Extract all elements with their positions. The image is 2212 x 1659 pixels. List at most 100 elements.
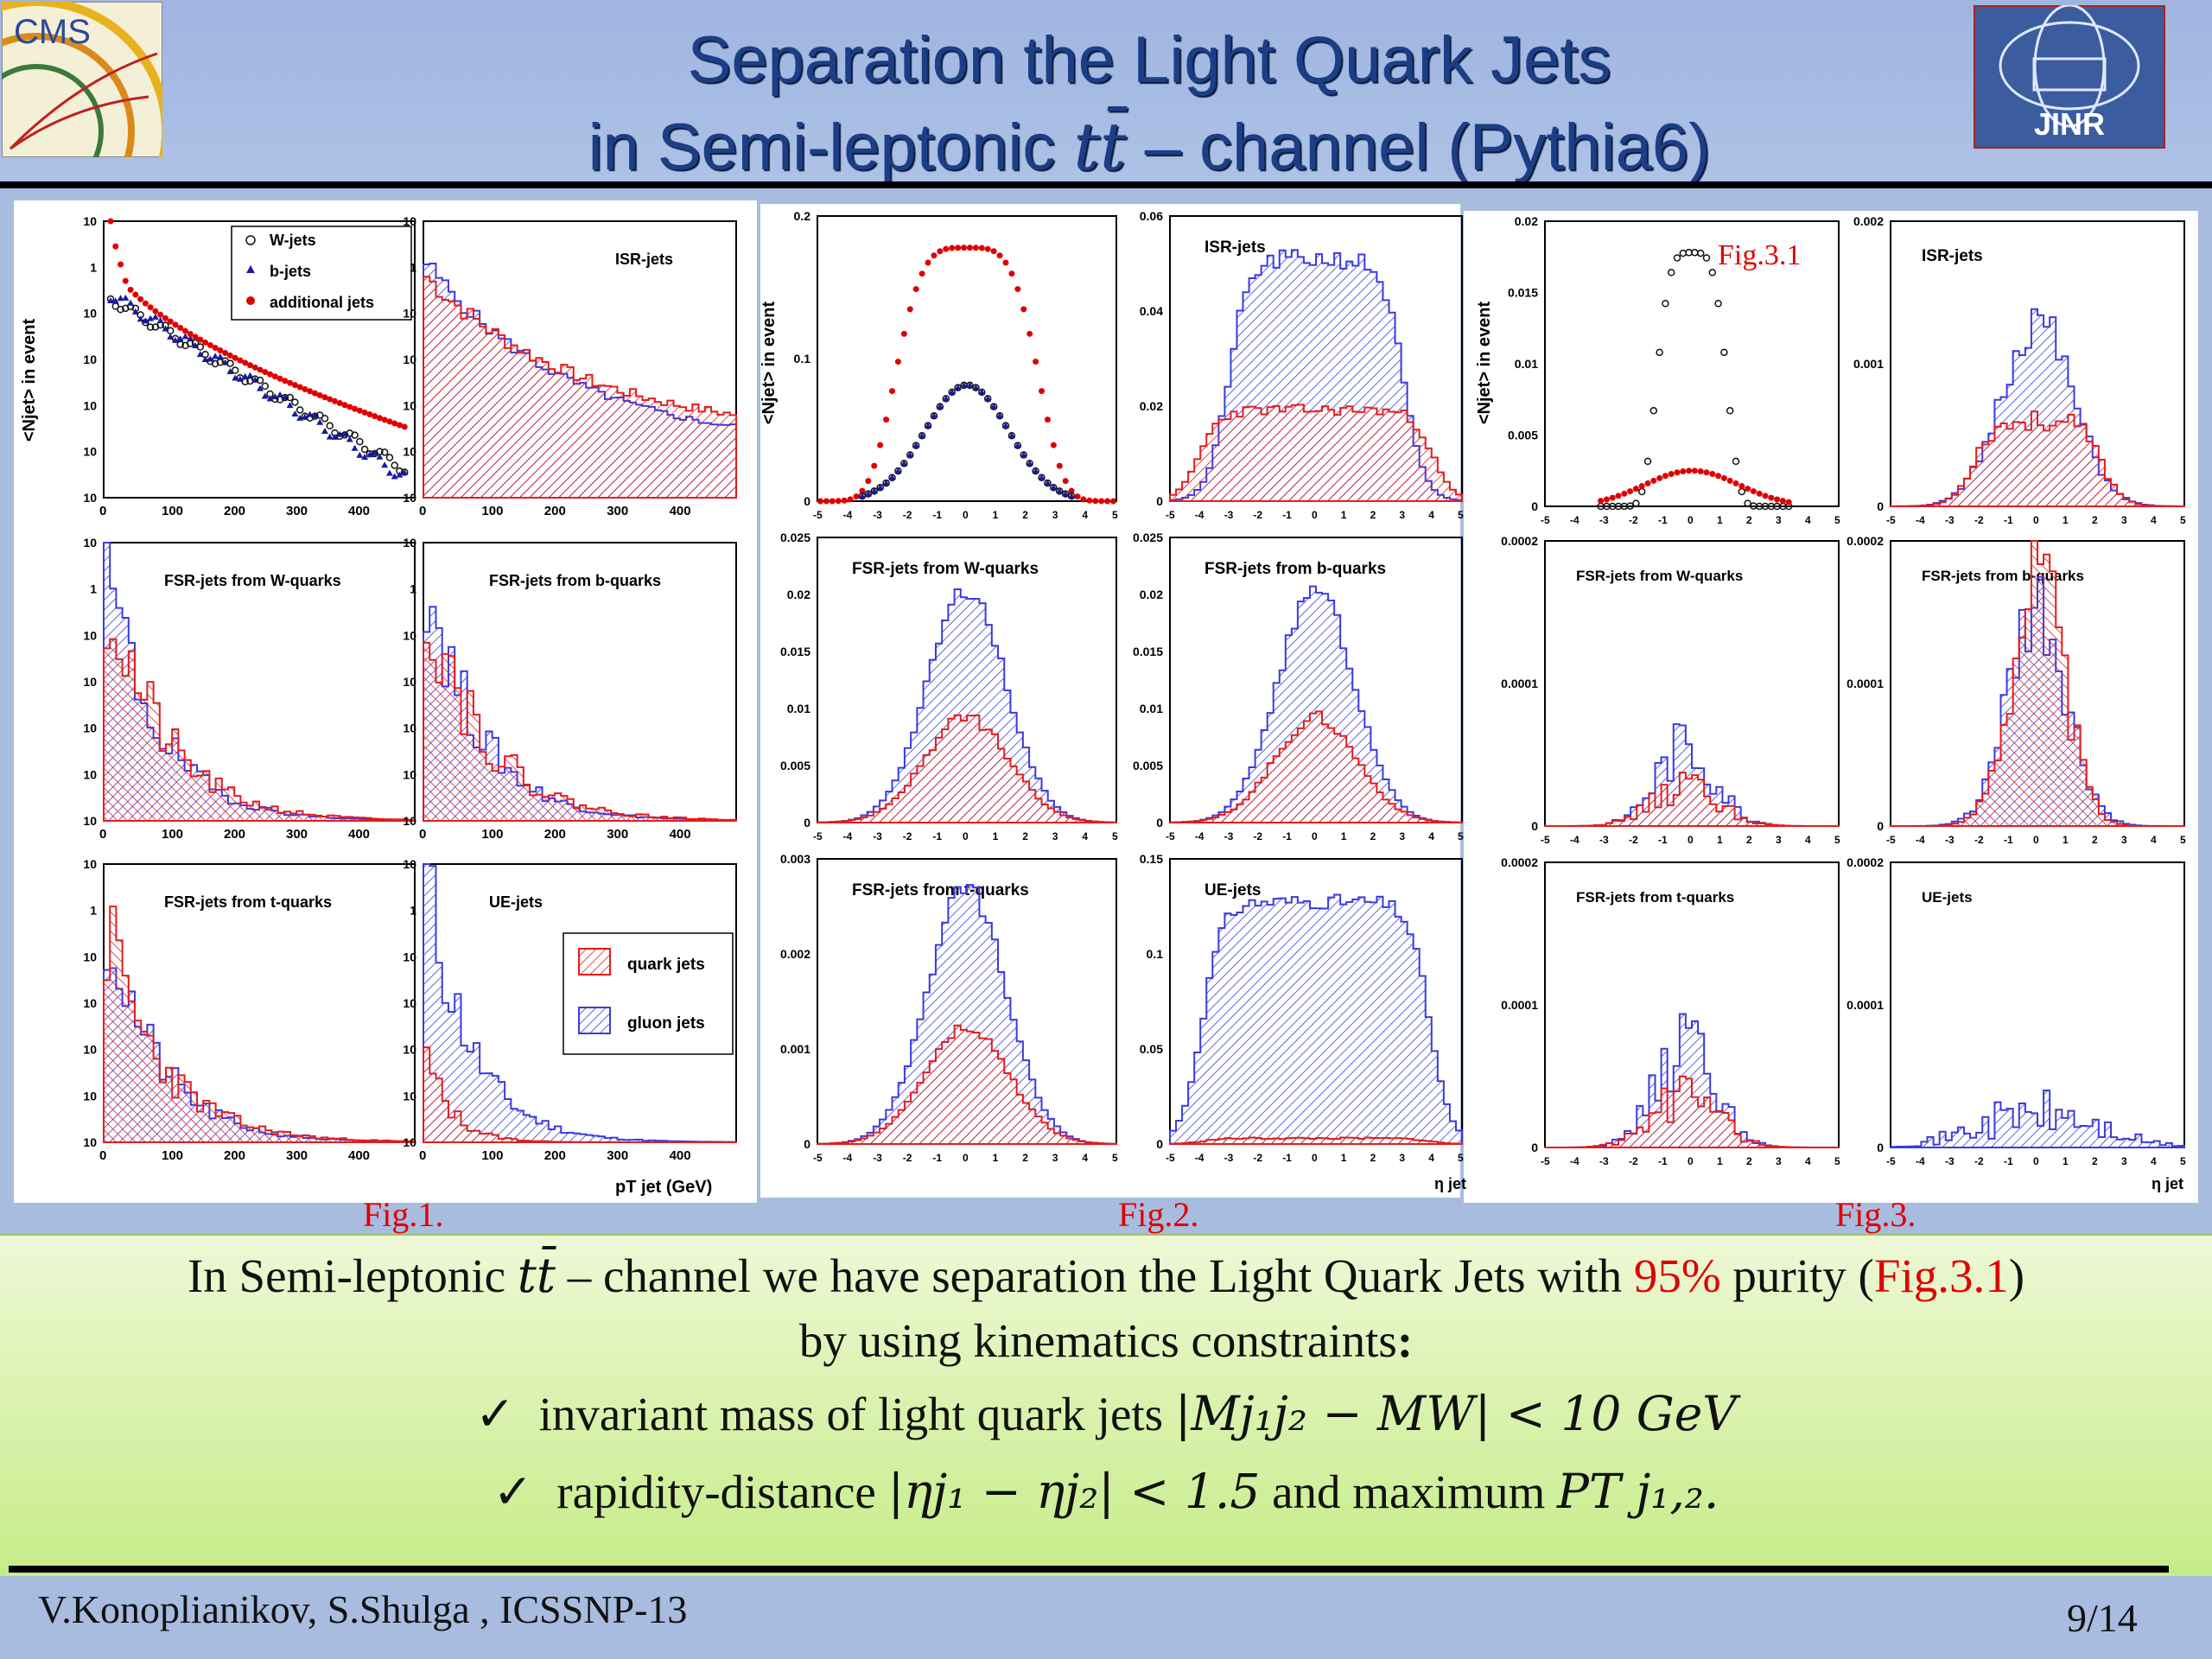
x-tick-label: -1 [2004, 514, 2013, 526]
quark-jets-hist [423, 276, 737, 499]
x-tick-label: -4 [1916, 834, 1925, 846]
fig1-xlabel: pT jet (GeV) [615, 1178, 712, 1197]
y-tick-label: 10 [403, 950, 416, 963]
y-tick-label: 10 [403, 767, 416, 781]
cms-logo: CMS [2, 2, 162, 157]
y-tick-label: 10 [403, 307, 416, 321]
x-tick-label: 3 [1399, 509, 1405, 521]
y-tick-label: 0.01 [787, 702, 810, 715]
y-tick-label: 0.06 [1140, 209, 1163, 223]
y-tick-label: 10 [403, 1089, 416, 1103]
y-tick-label: 0.001 [1853, 357, 1884, 371]
b-jets-point [876, 484, 884, 491]
additional-jets-point [1756, 490, 1763, 497]
quark-jets-hist [817, 1024, 1117, 1145]
title-line-1: Separation the Light Quark Jets [687, 23, 1611, 97]
b-jets-point [371, 449, 378, 456]
additional-jets-point [107, 218, 114, 225]
b-jets-point [296, 414, 304, 421]
y-tick-label: 0.003 [780, 852, 810, 866]
y-tick-label: 0.2 [794, 209, 811, 223]
x-tick-label: -3 [1224, 830, 1234, 842]
x-tick-label: -3 [1224, 509, 1234, 521]
fig2-top-left-frame [817, 215, 1117, 502]
b-jets-point [990, 403, 998, 410]
x-tick-label: -1 [1282, 830, 1292, 842]
quark-jets-hist [1544, 1075, 1839, 1148]
fig2-ylabel: <Njet> in event [760, 302, 779, 425]
additional-jets-point [1750, 488, 1757, 495]
additional-jets-point [257, 366, 264, 373]
summary-line-2: by using kinematics constraints: [798, 1314, 1414, 1367]
gluon-jets-legend-swatch [578, 1007, 611, 1034]
bullet-invariant-mass: ✓ invariant mass of light quark jets |Mj… [474, 1386, 1738, 1441]
quark-jets-hist [1169, 404, 1463, 502]
x-tick-label: 1 [993, 509, 999, 521]
y-tick-label: 10 [83, 1135, 97, 1149]
x-tick-label: -1 [1658, 834, 1668, 846]
w-jets-point [1685, 249, 1693, 257]
y-tick-label: 0.001 [780, 1042, 810, 1056]
slide-title: Separation the Light Quark Jets in Semi-… [294, 17, 2005, 191]
x-tick-label: -4 [1916, 514, 1925, 526]
additional-jets-point [972, 245, 979, 251]
y-tick-label: 10 [403, 1135, 416, 1149]
w-jets-point [146, 323, 155, 331]
b-jets-point [966, 381, 974, 388]
additional-jets-point [1110, 498, 1117, 505]
additional-jets-point [321, 394, 328, 401]
gluon-jets-hist [1890, 1089, 2185, 1148]
y-tick-label: 0.0001 [1847, 677, 1884, 690]
additional-jets-point [222, 350, 229, 357]
x-tick-label: 0 [99, 1148, 106, 1163]
w-jets-point [1720, 348, 1728, 357]
y-tick-label: 0.0002 [1501, 534, 1538, 548]
w-jets-point [1643, 457, 1652, 466]
svg-text:JINR: JINR [2034, 106, 2105, 142]
x-tick-label: -5 [1541, 834, 1550, 846]
additional-jets-point [276, 375, 283, 382]
x-tick-label: -5 [1541, 1155, 1550, 1167]
quark-jets-hist [1891, 540, 2184, 827]
additional-jets-point [327, 396, 334, 403]
y-tick-label: 10 [83, 214, 97, 228]
additional-jets-point [396, 422, 403, 429]
b-jets-point [1056, 487, 1064, 494]
x-tick-label: 3 [1776, 1155, 1782, 1167]
x-tick-label: -1 [2004, 1155, 2013, 1167]
additional-jets-point [1068, 487, 1075, 494]
additional-jets-point [267, 371, 274, 378]
additional-jets-point [925, 259, 931, 266]
b-jets-point [864, 490, 872, 497]
b-jets-point [131, 308, 139, 315]
b-jets-point [187, 334, 194, 341]
additional-jets-point [1080, 496, 1087, 503]
additional-jets-point [1668, 471, 1675, 478]
x-tick-label: 2 [1746, 834, 1752, 846]
x-tick-label: -4 [1195, 830, 1205, 842]
jinr-logo: JINR [1974, 5, 2165, 149]
summary-box: In Semi-leptonic tt̄ – channel we have s… [0, 1234, 2212, 1576]
w-jets-point [196, 343, 205, 351]
y-tick-label: 0.02 [1515, 214, 1538, 228]
b-jets-point [1014, 442, 1021, 448]
b-jets-point [216, 353, 224, 359]
b-jets-point [127, 299, 135, 306]
x-tick-label: 1 [1341, 1152, 1347, 1164]
additional-jets-point [127, 286, 134, 293]
additional-jets-point [118, 261, 124, 268]
x-tick-label: 100 [481, 504, 503, 518]
w-jets-point [1738, 487, 1746, 496]
y-tick-label: 0.015 [1508, 286, 1538, 300]
additional-jets-point [1745, 486, 1751, 493]
panel-label: UE-jets [1205, 881, 1261, 899]
b-jets-point [257, 385, 264, 391]
x-tick-label: -1 [932, 509, 942, 521]
x-tick-label: -3 [873, 830, 882, 842]
panel-label: FSR-jets from t-quarks [164, 893, 332, 911]
y-tick-label: 10 [403, 814, 416, 828]
x-tick-label: 100 [481, 827, 503, 842]
x-tick-label: -1 [932, 830, 942, 842]
y-tick-label: 0.005 [780, 759, 810, 772]
w-jets-point [1691, 249, 1699, 257]
